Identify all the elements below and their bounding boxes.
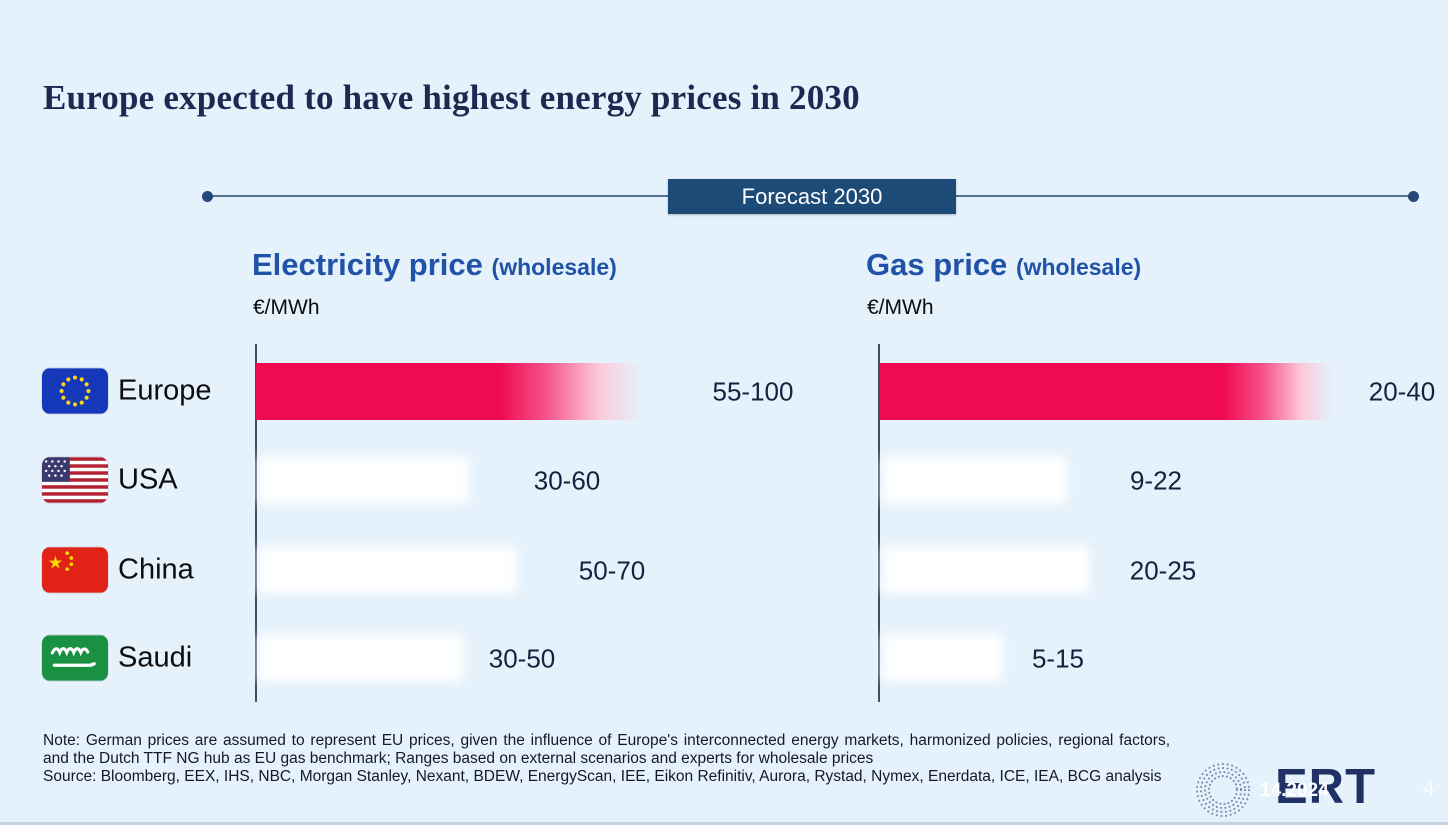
electricity-value-usa: 30-60 xyxy=(533,465,601,496)
electricity-title-sub: (wholesale) xyxy=(491,254,617,280)
page-title: Europe expected to have highest energy p… xyxy=(43,78,860,117)
gas-value-europe: 20-40 xyxy=(1368,376,1436,407)
logo-date-overlay: 14.2024 xyxy=(1260,780,1329,801)
electricity-chart-title: Electricity price (wholesale) xyxy=(252,247,617,283)
gas-value-saudi: 5-15 xyxy=(1031,643,1085,674)
china-flag-icon xyxy=(42,547,108,593)
note-text: Note: German prices are assumed to repre… xyxy=(43,732,1170,767)
gas-bar-saudi xyxy=(882,634,1003,682)
china-flag-svg xyxy=(42,547,108,593)
bottom-edge-divider xyxy=(0,822,1448,825)
gas-chart-title: Gas price (wholesale) xyxy=(866,247,1141,283)
electricity-axis xyxy=(255,344,257,702)
ert-logo-dots-icon xyxy=(1188,755,1258,825)
footnote-block: Note: German prices are assumed to repre… xyxy=(43,732,1170,785)
ert-logo-text: ERT xyxy=(1275,760,1376,814)
row-label-china: China xyxy=(118,553,194,586)
gas-value-china: 20-25 xyxy=(1129,555,1197,586)
electricity-bar-china xyxy=(258,546,517,594)
electricity-title-text: Electricity price xyxy=(252,247,483,282)
electricity-value-china: 50-70 xyxy=(578,555,646,586)
eu-flag-svg xyxy=(42,368,108,414)
eu-flag-icon xyxy=(42,368,108,414)
gas-bar-usa xyxy=(882,456,1067,504)
electricity-unit: €/MWh xyxy=(253,296,320,319)
gas-title-text: Gas price xyxy=(866,247,1008,282)
row-label-europe: Europe xyxy=(118,374,212,407)
electricity-bar-europe xyxy=(256,363,644,420)
electricity-bar-usa xyxy=(258,456,469,504)
gas-bar-china xyxy=(882,546,1090,594)
gas-title-sub: (wholesale) xyxy=(1015,254,1142,280)
saudi-flag-svg xyxy=(42,635,108,681)
usa-flag-icon xyxy=(42,457,108,503)
page-number: 4 xyxy=(1423,777,1435,800)
gas-axis xyxy=(878,344,880,702)
saudi-flag-icon xyxy=(42,635,108,681)
timeline-dot-left xyxy=(202,191,213,202)
electricity-bar-saudi xyxy=(258,634,464,682)
electricity-value-europe: 55-100 xyxy=(712,376,794,407)
row-label-usa: USA xyxy=(118,463,178,496)
forecast-badge: Forecast 2030 xyxy=(668,179,956,214)
electricity-value-saudi: 30-50 xyxy=(488,643,556,674)
row-label-saudi: Saudi xyxy=(118,641,193,674)
timeline-dot-right xyxy=(1408,191,1419,202)
gas-bar-europe xyxy=(880,363,1332,420)
gas-unit: €/MWh xyxy=(867,296,934,319)
source-text: Source: Bloomberg, EEX, IHS, NBC, Morgan… xyxy=(43,767,1162,785)
usa-flag-svg xyxy=(42,457,108,503)
gas-value-usa: 9-22 xyxy=(1129,465,1183,496)
